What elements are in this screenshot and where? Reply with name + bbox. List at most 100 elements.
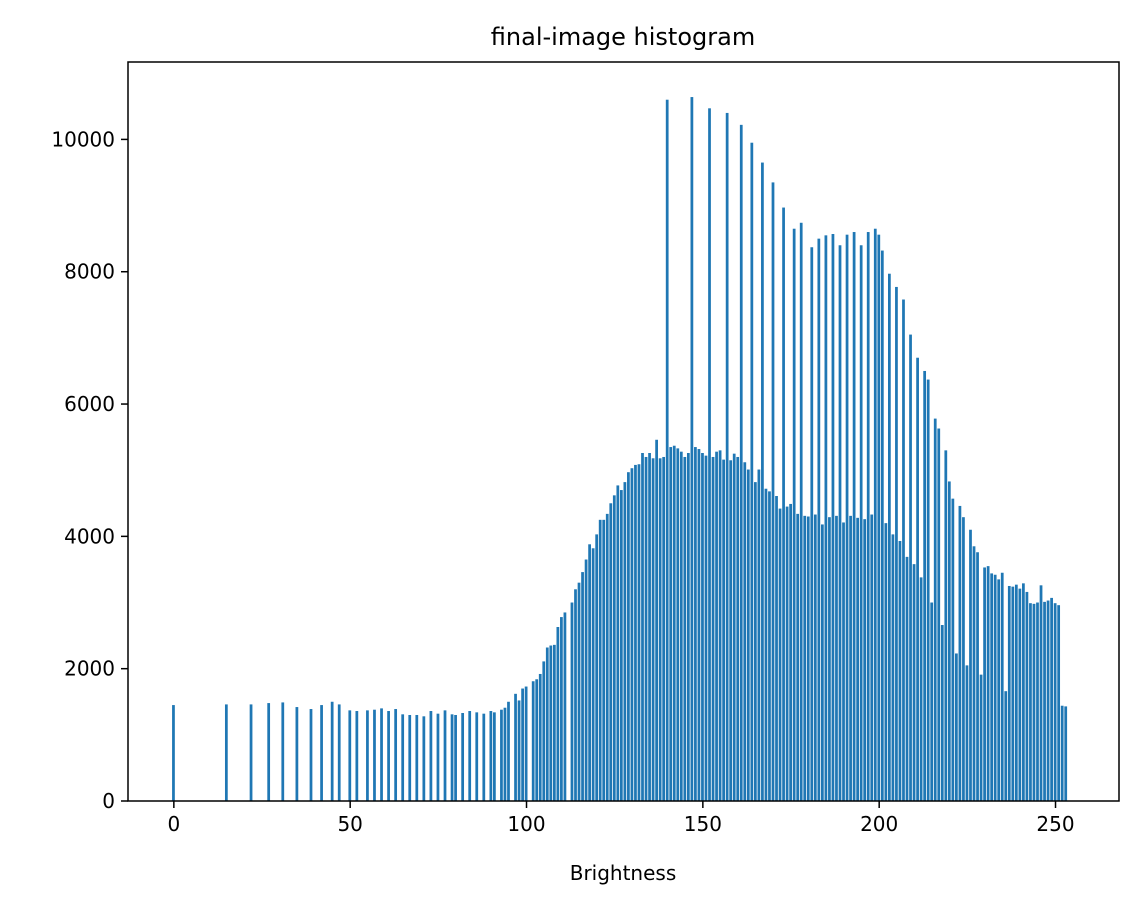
histogram-bar — [337, 704, 341, 801]
histogram-bar — [937, 428, 941, 801]
histogram-bar — [552, 644, 556, 801]
histogram-bar — [394, 709, 398, 801]
histogram-bar — [796, 513, 800, 801]
histogram-bar — [909, 334, 912, 801]
histogram-bar — [679, 451, 683, 801]
histogram-bar — [820, 524, 824, 801]
histogram-bar — [672, 445, 676, 801]
histogram-bar — [651, 458, 655, 801]
histogram-bar — [535, 679, 539, 801]
histogram-bar — [789, 503, 792, 801]
bar-group — [172, 97, 1068, 802]
y-axis: 0 2000 4000 6000 8000 10000 — [51, 127, 128, 813]
histogram-bar — [947, 481, 951, 801]
histogram-bar — [746, 469, 750, 801]
histogram-bar — [997, 579, 1001, 801]
histogram-bar — [965, 665, 969, 801]
histogram-bar — [923, 370, 927, 801]
y-tick-label: 2000 — [64, 657, 115, 681]
histogram-bar — [560, 617, 563, 801]
histogram-bar — [739, 124, 743, 802]
histogram-bar — [683, 456, 687, 801]
histogram-bar — [824, 235, 828, 802]
histogram-bar — [1025, 591, 1029, 801]
histogram-bar — [1050, 597, 1053, 801]
histogram-bar — [813, 514, 817, 801]
histogram-bar — [986, 566, 990, 801]
histogram-bar — [577, 582, 581, 801]
histogram-bar — [648, 453, 651, 801]
histogram-bar — [669, 447, 673, 801]
histogram-bar — [1018, 588, 1022, 801]
histogram-bar — [775, 496, 778, 801]
histogram-bar — [443, 710, 447, 801]
histogram-bar — [761, 162, 764, 801]
histogram-bar — [944, 450, 948, 801]
histogram-bar — [581, 572, 584, 801]
histogram-bar — [320, 705, 323, 801]
histogram-bar — [619, 490, 623, 801]
histogram-bar — [1039, 585, 1043, 801]
histogram-bar — [704, 455, 708, 801]
histogram-bar — [888, 273, 891, 802]
histogram-bar — [538, 673, 542, 801]
histogram-bar — [172, 705, 175, 801]
histogram-bar — [1060, 705, 1064, 801]
histogram-bar — [461, 713, 465, 801]
histogram-bar — [366, 710, 369, 801]
histogram-bar — [422, 716, 426, 801]
histogram-bar — [563, 612, 567, 801]
histogram-bar — [962, 517, 965, 801]
histogram-bar — [976, 552, 979, 801]
histogram-bar — [884, 523, 888, 801]
histogram-bar — [503, 707, 507, 801]
histogram-bar — [267, 703, 271, 801]
histogram-bar — [637, 464, 641, 801]
histogram-bar — [644, 456, 648, 801]
histogram-bar — [722, 459, 725, 801]
x-tick-label: 250 — [1036, 812, 1074, 836]
histogram-bar — [711, 456, 715, 801]
y-tick-label: 0 — [102, 789, 115, 813]
histogram-bar — [514, 693, 517, 801]
histogram-bar — [634, 464, 637, 801]
histogram-bar — [429, 711, 433, 801]
histogram-bar — [348, 710, 352, 801]
histogram-bar — [930, 602, 934, 801]
histogram-bar — [524, 686, 528, 801]
histogram-bar — [916, 357, 919, 801]
histogram-bar — [852, 232, 856, 801]
histogram-bar — [750, 142, 754, 801]
histogram-bar — [880, 250, 884, 802]
x-tick-label: 150 — [684, 812, 722, 836]
x-axis: 0 50 100 150 200 250 — [167, 801, 1075, 836]
histogram-bar — [309, 709, 313, 801]
histogram-bar — [729, 460, 733, 801]
histogram-bar — [616, 485, 620, 801]
histogram-bar — [531, 681, 535, 801]
x-tick-label: 200 — [860, 812, 898, 836]
histogram-bar — [902, 299, 905, 801]
histogram-bar — [330, 701, 334, 801]
histogram-bar — [630, 468, 634, 801]
histogram-bar — [521, 688, 524, 801]
histogram-bar — [951, 498, 955, 801]
histogram-bar — [436, 713, 440, 801]
histogram-bar — [295, 707, 299, 801]
histogram-bar — [891, 534, 895, 801]
chart-title: final-image histogram — [491, 23, 755, 51]
histogram-bar — [493, 712, 496, 801]
histogram-bar — [249, 704, 253, 801]
histogram-bar — [771, 182, 775, 801]
histogram-bar — [926, 379, 930, 801]
histogram-bar — [1046, 600, 1050, 801]
histogram-bar — [450, 714, 454, 801]
histogram-bar — [468, 711, 472, 801]
histogram-bar — [549, 645, 553, 801]
histogram-bar — [387, 711, 390, 801]
histogram-bar — [373, 709, 376, 801]
y-tick-label: 8000 — [64, 260, 115, 284]
histogram-bar — [415, 714, 419, 801]
histogram-bar — [983, 567, 986, 801]
